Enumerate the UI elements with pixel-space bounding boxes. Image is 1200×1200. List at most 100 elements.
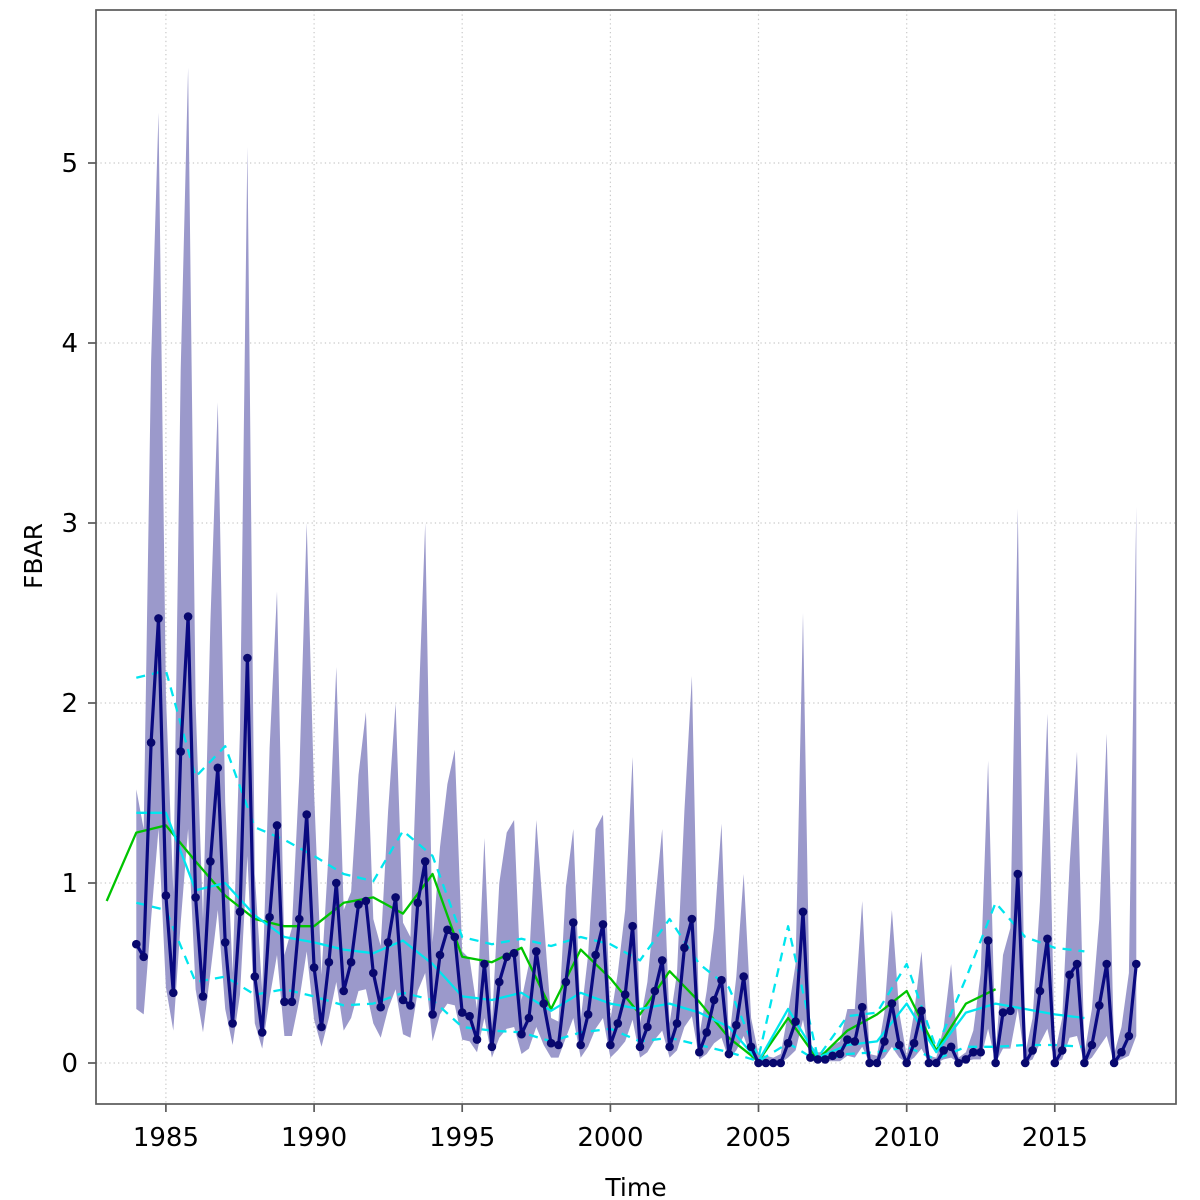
estimate-point [613,1019,623,1028]
estimate-point [339,986,349,996]
estimate-point [872,1058,882,1068]
y-tick-label-1: 1 [61,869,78,899]
estimate-point [220,938,230,947]
fbar-estimate-points [132,612,1141,1068]
estimate-point [791,1017,800,1026]
estimate-point [687,914,697,924]
estimate-point [754,1058,763,1068]
estimate-point [295,914,304,924]
estimate-point [346,957,356,967]
estimate-point [206,857,215,866]
estimate-point [695,1047,704,1057]
estimate-point [369,968,378,978]
estimate-point [820,1055,830,1064]
estimate-point [998,1008,1008,1017]
confidence-band [136,67,1137,1064]
estimate-point [428,1010,437,1019]
estimate-point [1132,959,1141,969]
estimate-point [1020,1058,1030,1068]
estimate-point [961,1055,971,1064]
estimate-point [709,995,719,1005]
estimate-point [1087,1040,1097,1050]
estimate-point [398,995,408,1005]
estimate-point [154,614,163,623]
estimate-point [1013,869,1023,879]
estimate-point [569,918,578,927]
estimate-point [169,988,178,998]
estimate-point [1095,1001,1104,1010]
y-tick-label-3: 3 [61,509,78,539]
estimate-point [235,907,245,917]
estimate-point [828,1051,837,1061]
estimate-point [776,1058,785,1068]
estimate-point [132,939,141,949]
estimate-point [717,975,726,985]
estimate-point [287,997,297,1007]
plot-border [95,9,1177,1105]
estimate-point [1050,1058,1060,1068]
estimate-point [509,948,519,958]
estimate-point [635,1042,645,1052]
estimate-point [991,1058,1000,1068]
estimate-point [554,1040,563,1050]
estimate-point [413,898,423,908]
estimate-point [917,1006,926,1016]
estimate-point [495,977,504,987]
estimate-point [228,1019,237,1028]
estimate-point [243,653,252,663]
estimate-point [783,1038,793,1048]
estimate-point [257,1028,267,1037]
estimate-point [361,896,371,906]
estimate-point [657,956,667,965]
estimate-point [850,1037,860,1046]
x-tick-label-2005: 2005 [725,1123,791,1153]
cyan-dashed-upper-line [136,669,1085,1059]
estimate-point [1072,959,1082,969]
estimate-point [983,936,993,945]
plot-area: 1985 1990 1995 2000 2005 2010 2015 0 1 2 3 4 5 [61,9,1177,1153]
estimate-point [517,1029,526,1039]
estimate-point [139,952,148,962]
estimate-point [191,893,200,902]
estimate-point [472,1035,482,1044]
y-tick-label-5: 5 [61,149,78,179]
estimate-point [524,1013,534,1023]
estimate-point [583,1010,593,1019]
estimate-point [939,1046,948,1055]
estimate-point [420,857,430,866]
estimate-point [946,1042,956,1052]
x-tick-label-2010: 2010 [874,1123,940,1153]
fbar-estimate-line [134,614,1138,1065]
estimate-point [502,952,512,962]
estimate-point [643,1022,652,1032]
estimate-point [1124,1031,1134,1041]
x-tick-label-2015: 2015 [1022,1123,1088,1153]
estimate-point [672,1019,682,1028]
estimate-point [561,977,571,987]
estimate-point [1006,1006,1015,1016]
estimate-point [665,1042,674,1052]
estimate-point [606,1040,615,1050]
estimate-point [835,1049,845,1059]
estimate-point [435,950,445,960]
estimate-point [954,1058,963,1068]
estimate-point [680,943,689,953]
estimate-point [1028,1046,1037,1055]
estimate-point [1109,1058,1119,1068]
estimate-point [761,1058,771,1068]
estimate-point [487,1042,497,1052]
estimate-point [213,763,223,773]
estimate-point [1117,1047,1126,1057]
estimate-point [902,1058,911,1068]
estimate-point [183,612,193,621]
estimate-point [598,920,608,929]
estimate-point [146,738,156,747]
y-tick-label-0: 0 [61,1049,78,1079]
estimate-point [1080,1058,1089,1068]
estimate-point [280,997,289,1007]
estimate-point [539,999,548,1008]
estimate-point [746,1042,756,1052]
estimate-point [302,810,312,819]
estimate-point [317,1022,326,1032]
